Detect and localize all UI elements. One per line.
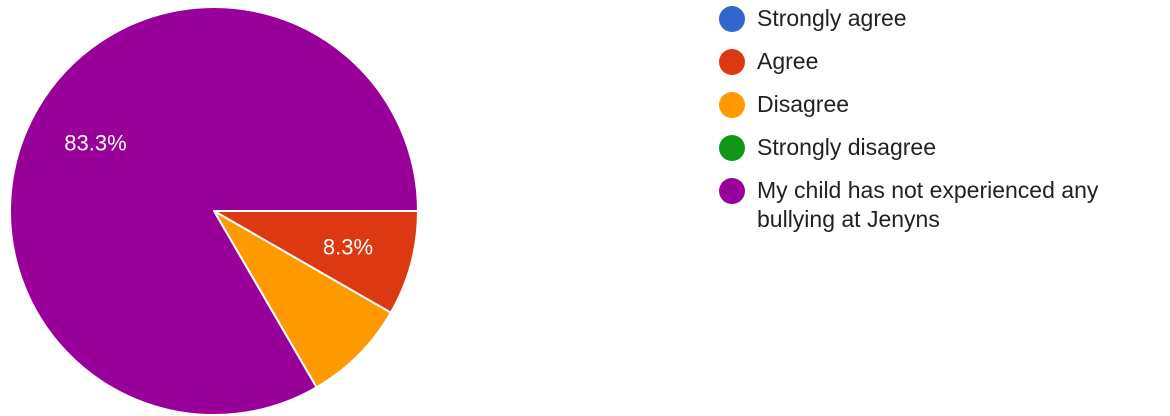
legend-item-strongly-disagree[interactable]: Strongly disagree xyxy=(718,133,1163,162)
legend-label-agree: Agree xyxy=(757,48,819,74)
pie-slice-agree[interactable] xyxy=(213,210,419,314)
legend-swatch-not-experienced xyxy=(719,178,745,204)
legend-swatch-strongly-agree xyxy=(719,6,745,32)
data-label-agree: 8.3% xyxy=(323,234,373,259)
legend-item-agree[interactable]: Agree xyxy=(718,47,1163,76)
pie-chart: 8.3% 83.3% xyxy=(9,6,419,416)
legend-item-strongly-agree[interactable]: Strongly agree xyxy=(718,4,1163,33)
data-label-not-experienced: 83.3% xyxy=(64,130,126,155)
pie-slice-disagree[interactable] xyxy=(213,210,392,389)
legend: Strongly agree Agree Disagree Strongly d… xyxy=(718,4,1163,248)
legend-label-not-experienced: My child has not experienced any bullyin… xyxy=(757,177,1099,232)
pie-slice-not-experienced[interactable] xyxy=(9,6,419,416)
legend-label-strongly-disagree: Strongly disagree xyxy=(757,134,936,160)
legend-item-not-experienced[interactable]: My child has not experienced any bullyin… xyxy=(718,176,1163,234)
legend-item-disagree[interactable]: Disagree xyxy=(718,90,1163,119)
legend-swatch-strongly-disagree xyxy=(719,135,745,161)
legend-swatch-agree xyxy=(719,49,745,75)
legend-swatch-disagree xyxy=(719,92,745,118)
legend-label-disagree: Disagree xyxy=(757,91,850,117)
legend-label-strongly-agree: Strongly agree xyxy=(757,5,907,31)
